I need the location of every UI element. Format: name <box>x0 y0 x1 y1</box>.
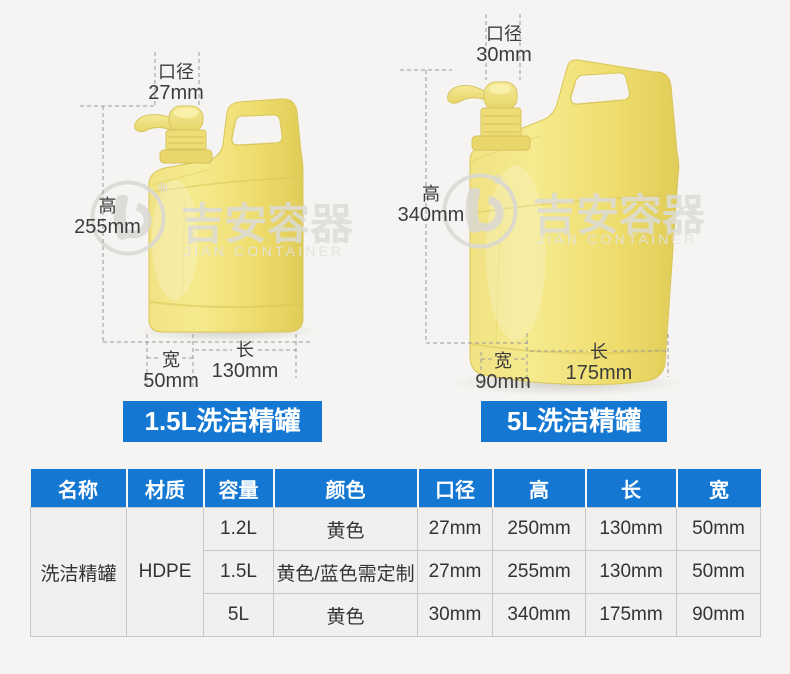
spec-table-header-row: 名称 材质 容量 颜色 口径 高 长 宽 <box>30 469 761 508</box>
cell-capacity: 5L <box>203 593 274 637</box>
cell-color: 黄色 <box>273 593 418 637</box>
table-row: 洗洁精罐 HDPE 1.2L 黄色 27mm 250mm 130mm 50mm <box>30 507 761 637</box>
cell-mouth: 27mm <box>417 507 493 551</box>
col-header-length: 长 <box>585 469 678 508</box>
brand-name-cn: 吉安容器 <box>533 192 705 240</box>
cell-width: 50mm <box>676 507 761 551</box>
cell-height: 250mm <box>492 507 586 551</box>
cell-width: 50mm <box>676 550 761 594</box>
product-label-1-5l: 1.5L洗洁精罐 <box>123 401 322 442</box>
dim-value: 30mm <box>476 44 532 67</box>
dim-label: 口径 <box>486 24 522 44</box>
col-header-width: 宽 <box>676 469 761 508</box>
dim-label: 长 <box>236 340 254 360</box>
dim-value: 255mm <box>74 216 141 239</box>
pump-dispenser <box>134 105 213 164</box>
brand-name-cn: 吉安容器 <box>181 201 353 249</box>
pump-dispenser <box>447 81 531 151</box>
cell-width: 90mm <box>676 593 761 637</box>
dim-label: 高 <box>98 196 117 216</box>
dim-label: 长 <box>590 342 608 362</box>
dim-width-1-5l: 宽 50mm <box>141 350 201 393</box>
brand-name-en: JIAN CONTAINER <box>537 231 698 247</box>
dim-height-1-5l: 高 255mm <box>70 196 145 239</box>
spec-table: 名称 材质 容量 颜色 口径 高 长 宽 洗洁精罐 HDPE 1.2L 黄色 2… <box>30 469 761 637</box>
cell-mouth: 27mm <box>417 550 493 594</box>
dim-label: 高 <box>422 184 440 204</box>
registered-mark: ® <box>493 172 503 187</box>
dim-value: 27mm <box>148 82 204 105</box>
cell-mouth: 30mm <box>417 593 493 637</box>
cell-length: 130mm <box>585 507 677 551</box>
table-row: 5L 黄色 30mm 340mm 175mm 90mm <box>31 593 761 637</box>
col-header-color: 颜色 <box>273 469 419 508</box>
table-row: 1.5L 黄色/蓝色需定制 27mm 255mm 130mm 50mm <box>31 550 761 594</box>
dim-width-5l: 宽 90mm <box>473 351 533 394</box>
dim-value: 175mm <box>565 362 633 385</box>
cell-product-name: 洗洁精罐 <box>30 507 127 637</box>
col-header-mouth: 口径 <box>417 469 494 508</box>
product-label-5l: 5L洗洁精罐 <box>481 401 667 442</box>
brand-logo-icon <box>90 180 166 256</box>
cell-height: 340mm <box>492 593 586 637</box>
brand-name-en: JIAN CONTAINER <box>184 243 345 259</box>
dim-value: 340mm <box>397 204 465 227</box>
dim-mouth-1-5l: 口径 27mm <box>136 62 216 105</box>
dim-length-1-5l: 长 130mm <box>205 340 285 383</box>
col-header-name: 名称 <box>30 469 128 508</box>
col-header-height: 高 <box>492 469 587 508</box>
cell-capacity: 1.2L <box>203 507 274 551</box>
dim-value: 130mm <box>211 360 279 383</box>
cell-height: 255mm <box>492 550 586 594</box>
dim-length-5l: 长 175mm <box>560 342 638 385</box>
dim-value: 50mm <box>143 370 199 393</box>
dim-label: 宽 <box>162 350 180 370</box>
dim-height-5l: 高 340mm <box>395 184 467 227</box>
dim-mouth-5l: 口径 30mm <box>464 24 544 67</box>
brand-logo-icon <box>442 173 518 249</box>
cell-material: HDPE <box>126 507 204 637</box>
dim-label: 口径 <box>158 62 194 82</box>
cell-color: 黄色/蓝色需定制 <box>273 550 418 594</box>
cell-capacity: 1.5L <box>203 550 274 594</box>
dim-value: 90mm <box>475 371 531 394</box>
cell-length: 130mm <box>585 550 677 594</box>
col-header-material: 材质 <box>126 469 205 508</box>
col-header-capacity: 容量 <box>203 469 275 508</box>
cell-color: 黄色 <box>273 507 418 551</box>
registered-mark: ® <box>158 180 168 195</box>
cell-length: 175mm <box>585 593 677 637</box>
dim-label: 宽 <box>494 351 512 371</box>
